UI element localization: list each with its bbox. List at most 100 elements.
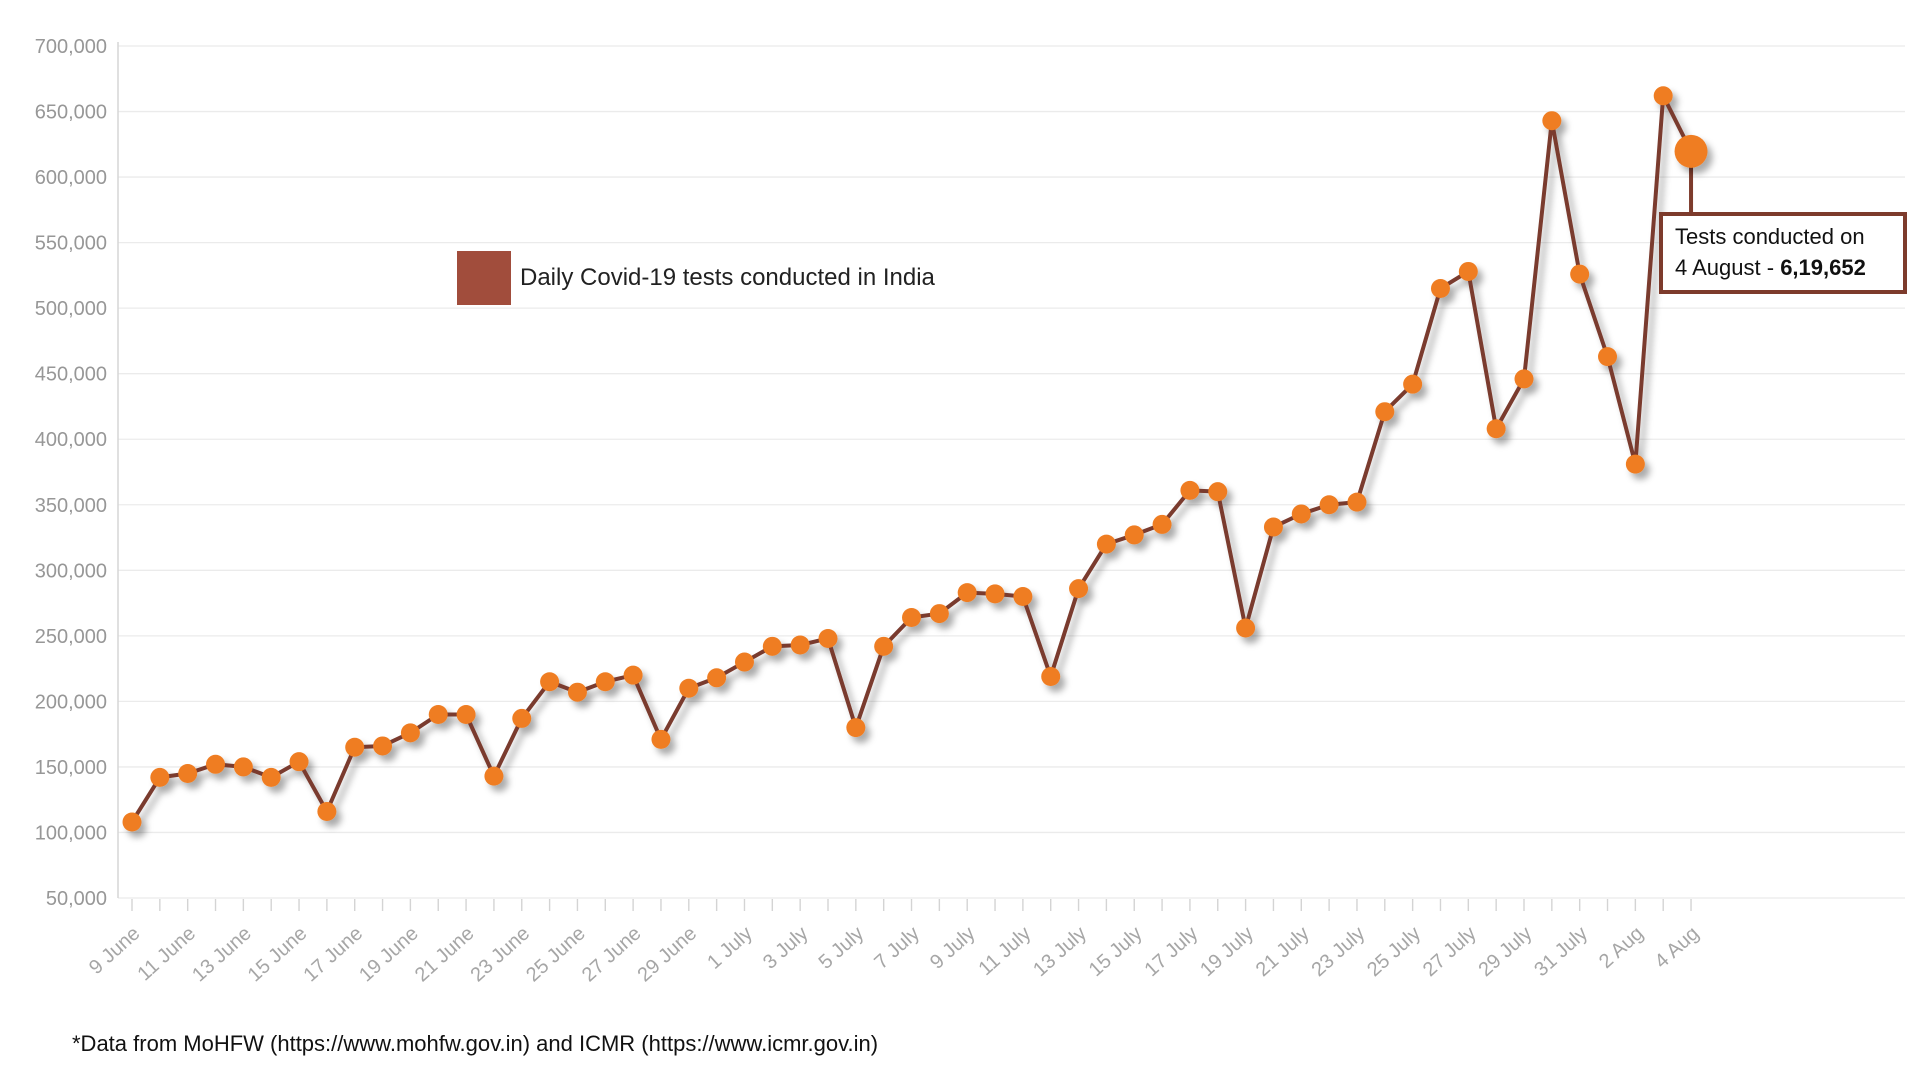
data-point — [1180, 480, 1200, 500]
data-point — [1208, 482, 1228, 502]
svg-text:19 July: 19 July — [1196, 922, 1258, 981]
data-point — [874, 636, 894, 656]
svg-text:19 June: 19 June — [355, 922, 423, 986]
data-point — [762, 636, 782, 656]
data-point — [734, 652, 754, 672]
data-point — [1236, 618, 1256, 638]
data-point — [540, 672, 560, 692]
data-point — [456, 704, 476, 724]
chart-legend: Daily Covid-19 tests conducted in India — [457, 251, 935, 305]
data-point — [289, 752, 309, 772]
data-point — [1542, 111, 1562, 131]
legend-swatch — [457, 251, 511, 305]
data-point — [818, 628, 838, 648]
svg-text:27 July: 27 July — [1419, 922, 1481, 981]
svg-text:29 June: 29 June — [634, 922, 702, 986]
data-point — [400, 723, 420, 743]
data-point — [1403, 374, 1423, 394]
data-point — [345, 737, 365, 757]
svg-text:50,000: 50,000 — [46, 888, 107, 910]
data-point — [1347, 492, 1367, 512]
data-point — [261, 767, 281, 787]
data-point — [957, 583, 977, 603]
data-point — [595, 672, 615, 692]
annotation-callout: Tests conducted on 4 August - 6,19,652 — [1659, 212, 1907, 294]
svg-text:25 July: 25 July — [1363, 922, 1425, 981]
svg-text:550,000: 550,000 — [35, 233, 107, 255]
data-point — [122, 812, 142, 832]
data-point — [1013, 587, 1033, 607]
data-point — [1570, 264, 1590, 284]
data-point — [567, 682, 587, 702]
svg-text:200,000: 200,000 — [35, 691, 107, 713]
data-point — [317, 801, 337, 821]
svg-text:27 June: 27 June — [578, 922, 646, 986]
callout-line2: 4 August - 6,19,652 — [1675, 255, 1866, 280]
data-point — [651, 729, 671, 749]
svg-text:7 July: 7 July — [870, 922, 924, 973]
svg-text:17 July: 17 July — [1140, 922, 1202, 981]
data-point — [233, 757, 253, 777]
svg-text:300,000: 300,000 — [35, 560, 107, 582]
svg-text:250,000: 250,000 — [35, 626, 107, 648]
data-point — [985, 584, 1005, 604]
data-point — [790, 635, 810, 655]
svg-text:15 June: 15 June — [244, 922, 312, 986]
footnote: *Data from MoHFW (https://www.mohfw.gov.… — [72, 1031, 879, 1056]
data-point — [929, 604, 949, 624]
svg-text:21 June: 21 June — [411, 922, 479, 986]
data-point — [1124, 525, 1144, 545]
data-point — [1041, 666, 1061, 686]
svg-text:1 July: 1 July — [703, 922, 757, 973]
data-point — [484, 766, 504, 786]
svg-text:21 July: 21 July — [1252, 922, 1314, 981]
svg-text:15 July: 15 July — [1085, 922, 1147, 981]
data-point — [1291, 504, 1311, 524]
data-point — [1069, 579, 1089, 599]
svg-text:500,000: 500,000 — [35, 298, 107, 320]
data-point — [1152, 514, 1172, 534]
data-point — [1458, 261, 1478, 281]
svg-text:150,000: 150,000 — [35, 757, 107, 779]
svg-text:31 July: 31 July — [1530, 922, 1592, 981]
data-point — [1263, 517, 1283, 537]
data-point — [1430, 278, 1450, 298]
data-point — [150, 767, 170, 787]
svg-text:25 June: 25 June — [522, 922, 590, 986]
svg-text:11 July: 11 July — [975, 922, 1036, 980]
svg-text:29 July: 29 July — [1475, 922, 1537, 981]
svg-text:100,000: 100,000 — [35, 822, 107, 844]
data-point — [1598, 347, 1618, 367]
highlighted-data-point — [1674, 134, 1708, 168]
svg-text:9 July: 9 July — [926, 922, 980, 973]
callout-line1: Tests conducted on — [1675, 224, 1865, 249]
data-point — [1319, 495, 1339, 515]
data-point — [1096, 534, 1116, 554]
svg-text:650,000: 650,000 — [35, 102, 107, 124]
svg-text:3 July: 3 July — [759, 922, 813, 973]
data-point — [178, 763, 198, 783]
data-point — [1625, 454, 1645, 474]
svg-text:23 July: 23 July — [1307, 922, 1369, 981]
legend-label: Daily Covid-19 tests conducted in India — [520, 264, 935, 291]
svg-text:23 June: 23 June — [466, 922, 534, 986]
svg-text:400,000: 400,000 — [35, 429, 107, 451]
data-point — [1514, 369, 1534, 389]
data-point — [1375, 402, 1395, 422]
svg-text:17 June: 17 June — [299, 922, 367, 986]
svg-text:13 July: 13 July — [1029, 922, 1091, 981]
data-point — [206, 754, 226, 774]
svg-text:5 July: 5 July — [815, 922, 869, 973]
data-point — [1653, 86, 1673, 106]
svg-text:700,000: 700,000 — [35, 36, 107, 58]
svg-text:600,000: 600,000 — [35, 167, 107, 189]
svg-text:350,000: 350,000 — [35, 495, 107, 517]
svg-text:11 June: 11 June — [134, 922, 201, 985]
data-point — [846, 718, 866, 738]
svg-text:450,000: 450,000 — [35, 364, 107, 386]
data-point — [373, 736, 393, 756]
svg-text:13 June: 13 June — [188, 922, 256, 986]
svg-text:4 Aug: 4 Aug — [1651, 922, 1704, 973]
